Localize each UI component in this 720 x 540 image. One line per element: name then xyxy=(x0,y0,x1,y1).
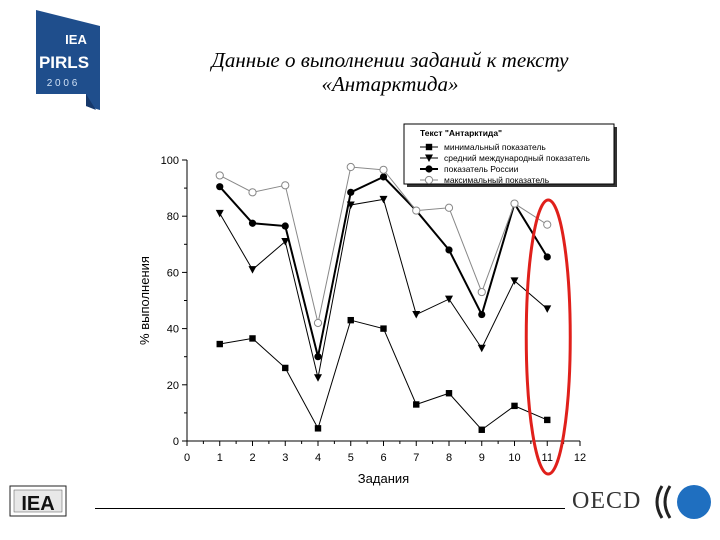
data-point xyxy=(347,188,355,196)
data-point xyxy=(248,219,257,227)
data-point xyxy=(347,316,354,324)
pirls-logo-year: 2 0 0 6 xyxy=(47,78,78,89)
data-point xyxy=(346,162,355,172)
x-tick-label: 9 xyxy=(479,452,485,464)
footer-divider xyxy=(95,508,565,509)
data-point xyxy=(249,335,256,342)
oecd-logo-text: OECD xyxy=(572,488,642,514)
y-axis-label: % выполнения xyxy=(137,256,152,345)
x-tick-label: 3 xyxy=(282,452,288,464)
data-point xyxy=(412,206,421,215)
data-point xyxy=(282,364,289,372)
x-tick-label: 2 xyxy=(249,452,255,464)
data-point xyxy=(543,305,552,313)
data-point xyxy=(510,277,519,285)
page-title-line1: Данные о выполнении заданий к тексту xyxy=(211,48,569,72)
y-tick-label: 60 xyxy=(167,267,179,279)
data-point xyxy=(445,246,453,254)
x-tick-label: 11 xyxy=(542,452,553,464)
data-point xyxy=(544,416,551,424)
data-point xyxy=(215,209,224,218)
data-point xyxy=(445,295,453,304)
legend-entry: средний международный показатель xyxy=(444,153,590,163)
y-tick-label: 80 xyxy=(167,211,179,223)
data-point xyxy=(215,171,224,180)
data-point xyxy=(379,173,388,181)
data-point xyxy=(216,183,224,191)
data-point xyxy=(543,220,552,229)
data-point xyxy=(314,374,322,382)
data-point xyxy=(281,222,289,230)
data-point xyxy=(510,199,519,208)
legend-entry: максимальный показатель xyxy=(444,175,550,185)
data-point xyxy=(477,344,486,353)
iea-logo: IEA xyxy=(9,485,67,517)
data-point xyxy=(445,390,453,397)
pirls-logo: IEA PIRLS 2 0 0 6 xyxy=(36,10,100,110)
y-tick-label: 100 xyxy=(161,155,179,167)
data-point xyxy=(478,310,486,319)
data-point xyxy=(444,203,454,212)
data-point xyxy=(346,201,355,209)
oecd-logo-icon xyxy=(655,485,711,519)
data-point xyxy=(412,311,421,319)
data-point xyxy=(313,318,323,328)
data-point xyxy=(216,340,223,348)
y-tick-label: 0 xyxy=(173,436,179,448)
legend-box xyxy=(403,123,615,185)
data-point xyxy=(248,266,257,274)
data-point xyxy=(543,253,551,261)
x-tick-label: 4 xyxy=(315,452,321,464)
data-point xyxy=(248,188,257,197)
data-point xyxy=(379,195,388,204)
y-tick-label: 40 xyxy=(167,324,179,336)
legend-entry: показатель России xyxy=(444,164,519,174)
data-point xyxy=(281,181,290,190)
x-tick-label: 12 xyxy=(574,452,586,464)
pirls-logo-org: IEA xyxy=(65,32,87,47)
legend-marker xyxy=(424,175,434,185)
data-point xyxy=(281,237,290,246)
series-line xyxy=(219,166,548,324)
legend-marker xyxy=(425,143,433,151)
data-point xyxy=(379,165,388,174)
data-point xyxy=(314,425,322,432)
legend-marker xyxy=(425,165,433,173)
pirls-logo-name: PIRLS xyxy=(39,53,89,72)
x-tick-label: 5 xyxy=(348,452,354,464)
legend-marker xyxy=(425,154,433,162)
x-tick-label: 6 xyxy=(380,452,386,464)
y-tick-label: 20 xyxy=(167,380,179,392)
x-tick-label: 1 xyxy=(217,452,223,464)
data-point xyxy=(314,353,322,361)
x-tick-label: 7 xyxy=(413,452,419,464)
highlight-ellipse xyxy=(524,198,572,476)
x-tick-label: 0 xyxy=(184,452,190,464)
data-point xyxy=(477,287,486,297)
x-axis-label: Задания xyxy=(358,471,409,486)
data-point xyxy=(478,426,485,433)
iea-logo-text: IEA xyxy=(21,493,54,515)
page-title: Данные о выполнении заданий к тексту «Ан… xyxy=(150,48,630,96)
x-tick-label: 8 xyxy=(446,452,452,464)
legend-entry: минимальный показатель xyxy=(444,142,546,152)
series-line xyxy=(219,198,548,378)
page-title-line2: «Антарктида» xyxy=(321,72,459,96)
series-line xyxy=(219,319,548,431)
data-point xyxy=(511,402,518,410)
legend-title: Текст "Антарктида" xyxy=(420,128,502,138)
data-point xyxy=(413,401,420,408)
x-tick-label: 10 xyxy=(508,452,520,464)
data-point xyxy=(380,325,387,332)
